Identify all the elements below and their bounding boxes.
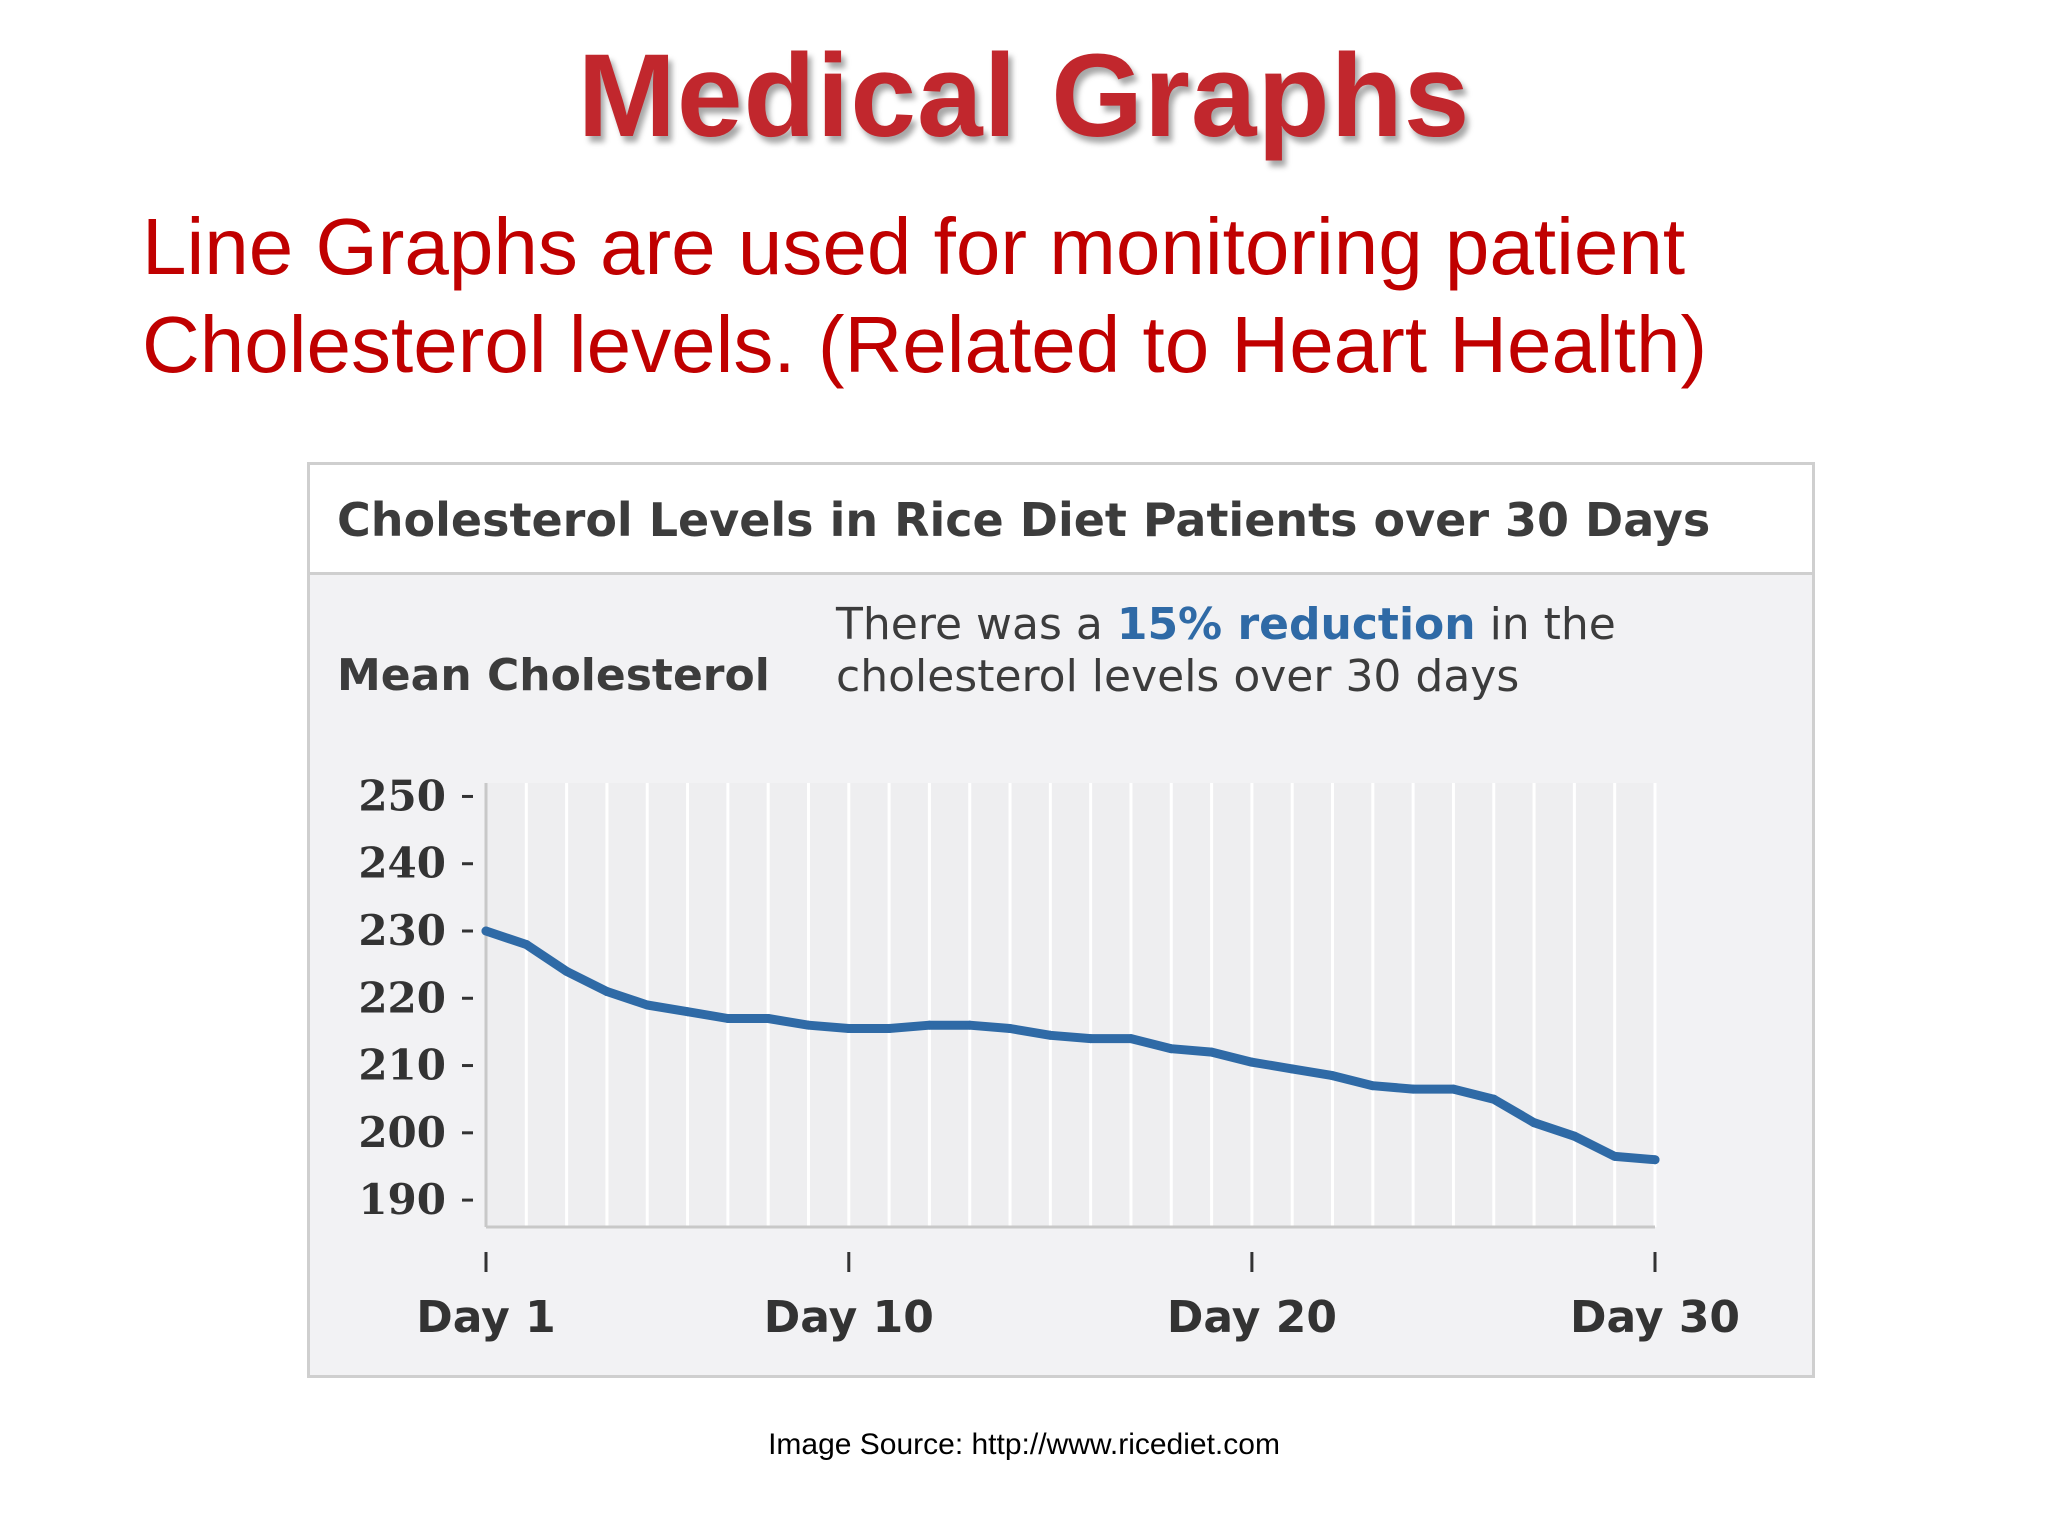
- y-tick-label: 210: [358, 1041, 446, 1090]
- data-point: [1408, 1084, 1418, 1094]
- line-chart: 250 240 230 220 210 200 190 Day 1 Day 10 Day 20 Da…: [358, 771, 1740, 1343]
- x-tick-label: Day 20: [1167, 1292, 1337, 1343]
- plot-area: [486, 783, 1655, 1227]
- data-point: [1529, 1118, 1539, 1128]
- x-tick-label: Day 1: [416, 1292, 555, 1343]
- y-tick-label: 190: [358, 1175, 446, 1224]
- y-tick-label: 230: [358, 906, 446, 955]
- series-line: [481, 926, 1660, 1165]
- data-point: [723, 1013, 733, 1023]
- data-point: [803, 1020, 813, 1030]
- data-point: [1126, 1034, 1136, 1044]
- data-point: [602, 987, 612, 997]
- data-point: [1247, 1057, 1257, 1067]
- data-point: [521, 939, 531, 949]
- data-point: [1650, 1155, 1660, 1165]
- data-point: [1045, 1030, 1055, 1040]
- data-point: [1368, 1081, 1378, 1091]
- chart-panel: Cholesterol Levels in Rice Diet Patients…: [307, 462, 1815, 1378]
- annotation-suffix: in the cholesterol levels over 30 days: [836, 599, 1616, 702]
- data-point: [1489, 1094, 1499, 1104]
- y-tick-label: 200: [358, 1108, 446, 1157]
- image-source: Image Source: http://www.ricediet.com: [768, 1428, 1280, 1461]
- annotation-highlight: 15% reduction: [1116, 599, 1476, 650]
- slide-subtitle: Line Graphs are used for monitoring pati…: [142, 202, 1708, 389]
- data-point: [562, 966, 572, 976]
- data-point: [1448, 1084, 1458, 1094]
- data-point: [642, 1000, 652, 1010]
- x-tick-label: Day 10: [764, 1292, 934, 1343]
- y-tick-label: 250: [358, 771, 446, 820]
- data-point: [844, 1024, 854, 1034]
- data-point: [1569, 1131, 1579, 1141]
- data-point: [924, 1020, 934, 1030]
- data-point: [1005, 1024, 1015, 1034]
- data-point: [1328, 1071, 1338, 1081]
- data-point: [1287, 1064, 1297, 1074]
- x-tick-label: Day 30: [1570, 1292, 1740, 1343]
- data-point: [683, 1007, 693, 1017]
- data-point: [1166, 1044, 1176, 1054]
- data-point: [1610, 1151, 1620, 1161]
- y-tick-label: 220: [358, 973, 446, 1022]
- slide-title: Medical Graphs: [577, 30, 1471, 162]
- data-point: [763, 1013, 773, 1023]
- data-point: [1207, 1047, 1217, 1057]
- chart-y-axis-label: Mean Cholesterol: [337, 650, 770, 701]
- data-point: [965, 1020, 975, 1030]
- chart-header: Cholesterol Levels in Rice Diet Patients…: [310, 465, 1812, 575]
- data-point: [481, 926, 491, 936]
- y-tick-label: 240: [358, 839, 446, 888]
- annotation-prefix: There was a: [836, 599, 1117, 650]
- chart-title: Cholesterol Levels in Rice Diet Patients…: [337, 493, 1711, 547]
- data-point: [1086, 1034, 1096, 1044]
- data-point: [884, 1024, 894, 1034]
- chart-annotation: There was a 15% reduction in the cholest…: [836, 599, 1796, 703]
